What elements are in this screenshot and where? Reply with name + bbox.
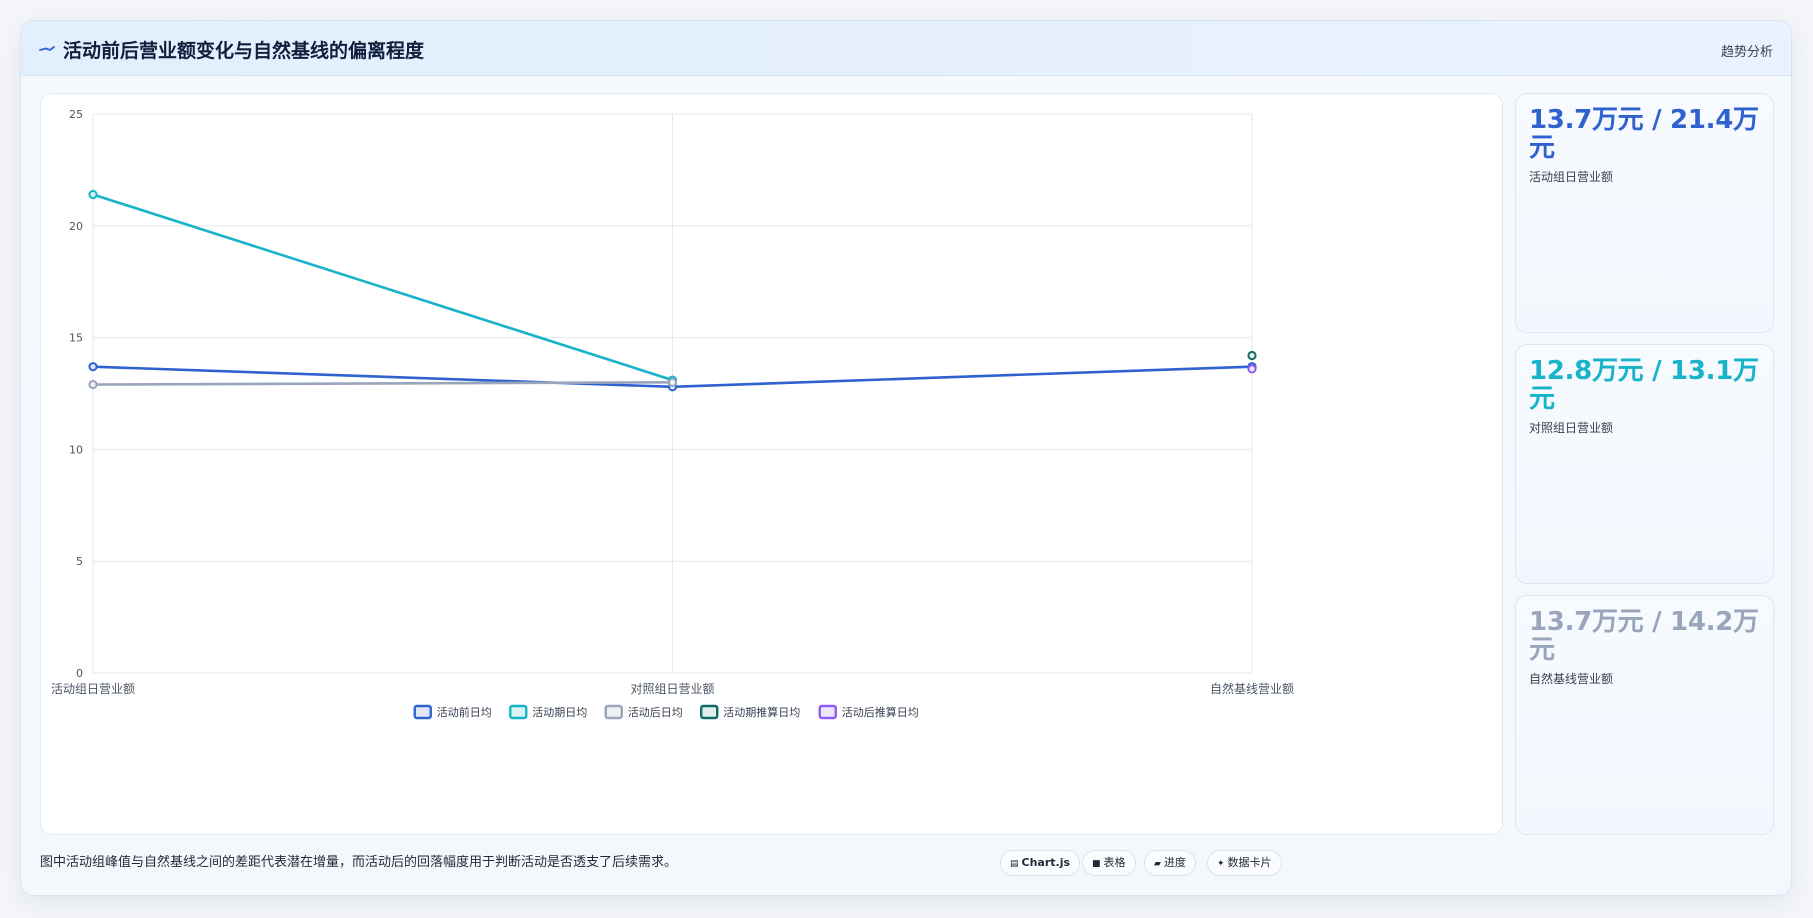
stat-card-baseline: 13.7万元 / 14.2万元 自然基线营业额 bbox=[1515, 595, 1774, 835]
legend-label: 活动后日均 bbox=[628, 706, 683, 719]
panel-title: 活动前后营业额变化与自然基线的偏离程度 bbox=[63, 40, 425, 62]
y-tick-label: 15 bbox=[69, 332, 83, 345]
stat-value: 13.7万元 / 21.4万元 bbox=[1529, 105, 1759, 163]
stat-card-activity: 13.7万元 / 21.4万元 活动组日营业额 bbox=[1515, 93, 1774, 333]
legend-swatch bbox=[413, 704, 432, 720]
chart-card: 0 5 10 15 20 25 活动组日营业额 对照组日营业额 自然基线营业额活动前日均 活动期日… bbox=[40, 93, 1503, 835]
stat-label: 对照组日营业额 bbox=[1529, 421, 1614, 435]
y-tick-label: 0 bbox=[76, 667, 83, 680]
data-point-0 bbox=[88, 362, 98, 372]
stat-value: 13.7万元 / 14.2万元 bbox=[1529, 607, 1759, 665]
legend-label: 活动后推算日均 bbox=[842, 705, 919, 719]
pill-data-card[interactable]: ✦ 数据卡片 bbox=[1207, 850, 1282, 876]
y-tick-label: 25 bbox=[69, 108, 83, 121]
data-point-2 bbox=[667, 377, 678, 387]
legend-label: 活动前日均 bbox=[437, 705, 492, 719]
table-icon: ■ bbox=[1092, 859, 1101, 869]
trend-line-icon bbox=[39, 46, 55, 52]
progress-icon: ▰ bbox=[1154, 859, 1161, 869]
y-tick-label: 5 bbox=[76, 555, 83, 568]
legend-item-0: 活动前日均 bbox=[413, 704, 492, 720]
x-tick-label: 自然基线营业额 bbox=[1210, 681, 1294, 696]
legend-swatch bbox=[604, 704, 623, 720]
legend-item-4: 活动后推算日均 bbox=[818, 704, 919, 720]
data-point-4 bbox=[1247, 364, 1257, 374]
chart-panel: 活动前后营业额变化与自然基线的偏离程度 趋势分析 0 5 10 15 20 25 活动组日营… bbox=[20, 20, 1792, 896]
pill-progress[interactable]: ▰ 进度 bbox=[1144, 850, 1196, 876]
chart-footnote: 图中活动组峰值与自然基线之间的差距代表潜在增量，而活动后的回落幅度用于判断活动是… bbox=[40, 855, 678, 870]
legend-item-3: 活动期推算日均 bbox=[700, 704, 800, 720]
stat-label: 自然基线营业额 bbox=[1529, 672, 1614, 686]
stat-value: 12.8万元 / 13.1万元 bbox=[1529, 356, 1759, 414]
legend-item-2: 活动后日均 bbox=[604, 704, 683, 720]
chart-icon: ▤ bbox=[1010, 859, 1019, 869]
data-point-1 bbox=[88, 189, 98, 200]
y-tick-label: 20 bbox=[69, 220, 83, 233]
legend-label: 活动期推算日均 bbox=[723, 705, 800, 719]
legend-swatch bbox=[818, 704, 837, 720]
pill-chartjs[interactable]: ▤ Chart.js bbox=[1000, 850, 1081, 876]
series-line-1 bbox=[92, 193, 673, 382]
pill-label: 表格 bbox=[1103, 856, 1126, 869]
pill-label: 进度 bbox=[1163, 856, 1186, 869]
stat-label: 活动组日营业额 bbox=[1529, 170, 1614, 184]
data-point-3 bbox=[1247, 350, 1257, 361]
x-tick-label: 活动组日营业额 bbox=[51, 682, 135, 696]
panel-header: 活动前后营业额变化与自然基线的偏离程度 趋势分析 bbox=[21, 21, 1791, 76]
stat-card-control: 12.8万元 / 13.1万元 对照组日营业额 bbox=[1515, 344, 1774, 584]
pill-label: Chart.js bbox=[1021, 856, 1071, 869]
y-tick-label: 10 bbox=[69, 443, 83, 456]
legend-item-1: 活动期日均 bbox=[509, 704, 587, 720]
series-line-2 bbox=[92, 381, 673, 386]
data-point-2 bbox=[88, 379, 98, 390]
pill-table[interactable]: ■ 表格 bbox=[1082, 850, 1136, 876]
legend-swatch bbox=[700, 704, 719, 720]
pill-label: 数据卡片 bbox=[1227, 856, 1272, 869]
sparkle-icon: ✦ bbox=[1217, 859, 1225, 869]
panel-tag: 趋势分析 bbox=[1720, 45, 1773, 60]
legend-label: 活动期日均 bbox=[532, 706, 587, 719]
legend-swatch bbox=[509, 704, 528, 720]
x-tick-label: 对照组日营业额 bbox=[630, 682, 714, 696]
